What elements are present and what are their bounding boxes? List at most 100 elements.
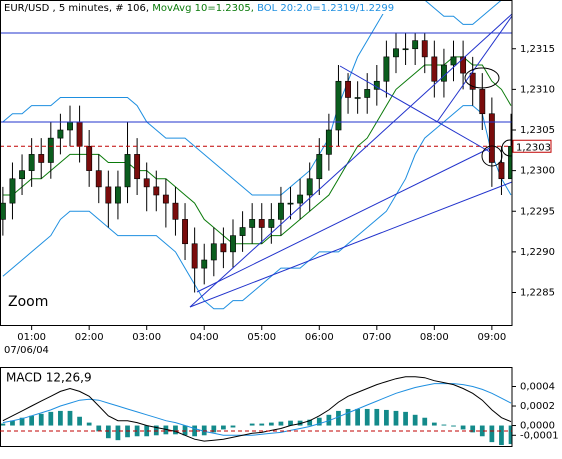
candle-body [67,121,73,131]
histogram-bar [412,414,418,426]
price-frame [0,0,513,326]
candle-body [162,194,169,204]
signal-line [2,383,512,436]
header: EUR/USD , 5 minutes, # 106, MovAvg 10=1.… [4,3,394,14]
histogram-bar [249,423,255,426]
candle-body [210,243,217,261]
candle-body [191,243,198,269]
histogram-bar [134,425,140,437]
candle-body [431,56,438,82]
y-tick-label: 1,2315 [520,44,555,55]
annotation: Zoom [8,294,48,310]
y-tick-label: 1,2290 [520,247,555,258]
histogram-bar [336,410,341,426]
macd-title: MACD 12,26,9 [6,371,92,385]
candle-body [153,186,160,196]
histogram-bar [384,409,389,426]
candle-body [124,154,131,188]
macd-frame [0,367,513,447]
histogram-bar [10,420,15,426]
candle-body [28,154,35,171]
candle-body [277,202,284,220]
trend-line [196,147,491,293]
histogram-bar [470,425,476,433]
x-tick-label: 06:00 [305,332,334,343]
candle-body [249,219,256,228]
candle-body [47,137,54,163]
histogram-bar [307,419,313,426]
y-tick-label: 0,0000 [520,421,555,432]
candle-body [306,178,313,196]
candle-body [105,186,112,204]
candle-body [297,194,304,204]
histogram-bar [345,408,351,426]
candle-body [440,64,447,82]
histogram-bar [29,415,35,426]
legend-bands: BOL 20:2.0=1.2319/1.2299 [257,3,394,14]
histogram-bar [77,416,82,426]
histogram-bar [403,411,408,426]
histogram-bar [422,417,428,426]
candle-body [316,154,323,180]
circle-marker [481,145,503,167]
histogram-bar [259,423,265,426]
axes: 1,2303 1,2285 1,2290 1,2295 1,2300 1,2305 1,23… [17,44,558,442]
histogram-bar [153,425,159,436]
candle-body [383,56,390,82]
candle-body [421,40,428,58]
candle-body [479,89,486,115]
histogram-bar [163,425,169,435]
histogram-bar [0,423,6,426]
candle-body [19,170,25,180]
ellipse-marker [464,67,500,89]
y-tick-label: 1,2300 [520,166,555,177]
histogram-bar [288,420,293,426]
histogram-bar [58,410,63,426]
histogram-bar [19,417,25,426]
histogram-bar [355,408,361,426]
candle-body [393,48,399,58]
histogram-bar [479,425,485,437]
candle-body [182,219,188,245]
candle-body [488,113,495,163]
histogram-bar [268,422,274,426]
candle-body [220,243,227,253]
trend-line [339,65,491,153]
candle-body [354,97,361,99]
macd-pane [0,376,512,446]
last-price-label: 1,2303 [516,142,551,153]
y-tick-label: 1,2285 [520,288,555,299]
y-tick-label: 0,0004 [520,382,555,393]
candle-body [143,178,150,188]
candle-body [258,219,265,228]
histogram-bar [86,422,92,426]
legend-ma: MovAvg 10=1.2305, [152,3,254,14]
x-tick-label: 09:00 [477,332,506,343]
histogram-bar [211,425,217,433]
y-tick-label: -0,0001 [520,430,559,441]
histogram-bar [182,425,188,436]
candle-body [345,80,351,98]
histogram-bar [144,425,150,437]
histogram-bar [460,425,466,430]
histogram-bar [431,422,437,426]
trend-line [189,181,512,308]
bollinger-upper [2,0,511,196]
histogram-bar [48,411,54,426]
y-tick-label: 1,2310 [520,84,555,95]
candle-body [134,154,141,180]
candle-body [230,235,236,253]
candle-body [450,56,457,66]
candle-body [201,259,208,269]
price-pane [0,0,512,310]
y-tick-label: 0,0002 [520,401,555,412]
histogram-bar [115,425,121,441]
x-tick-label: 05:00 [247,332,276,343]
macd-line [2,376,512,442]
candle-body [76,121,83,147]
candle-body [268,219,275,228]
histogram-bar [221,425,226,430]
drawings [0,13,512,308]
candle-body [402,48,409,51]
